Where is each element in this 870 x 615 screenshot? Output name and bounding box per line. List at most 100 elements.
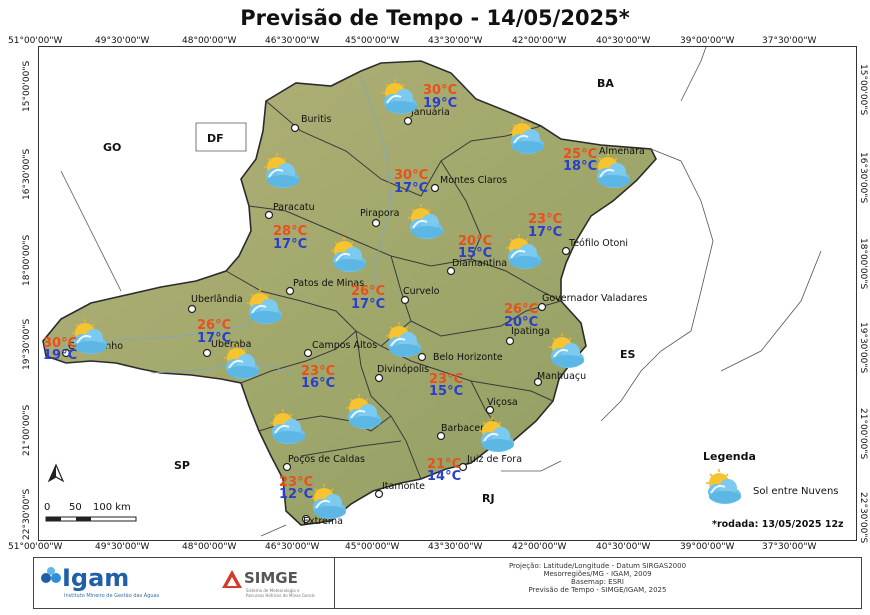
temp-max: 28°C (273, 224, 307, 239)
scale-label: 100 km (93, 502, 131, 513)
temp-min: 17°C (197, 331, 231, 346)
lat-tick-left: 22°30'00"S (22, 488, 32, 540)
credits: Projeção: Latitude/Longitude - Datum SIR… (334, 558, 861, 608)
legend-item-label: Sol entre Nuvens (753, 486, 839, 497)
city-marker-barbacena (436, 431, 446, 441)
temp-min: 12°C (279, 487, 313, 502)
city-markers (61, 116, 571, 524)
city-label: Uberaba (211, 339, 251, 350)
igam-logo-text: Igam (62, 564, 130, 592)
city-marker-itamonte (374, 489, 384, 499)
simge-logo-subtitle: Sistema de Meteorologia e Recursos Hídri… (246, 588, 315, 598)
state-minas-gerais (42, 60, 657, 526)
lat-tick-left: 15°00'00"S (22, 60, 32, 112)
lat-tick-left: 21°00'00"S (22, 404, 32, 456)
legend: Legenda Sol entre Nuvens (703, 450, 839, 505)
city-marker-montes-claros (430, 183, 440, 193)
city-label: Itamonte (382, 481, 425, 492)
city-marker-governador-valadares (537, 302, 547, 312)
city-marker-pocos-de-caldas (282, 462, 292, 472)
city-label: Viçosa (487, 397, 518, 408)
city-label: Poços de Caldas (288, 454, 365, 465)
city-marker-curvelo (400, 295, 410, 305)
lon-tick-top: 39°00'00"W (680, 36, 735, 46)
scale-label: 0 (44, 502, 50, 513)
city-label: Belo Horizonte (433, 352, 503, 363)
lat-tick-left: 16°30'00"S (22, 148, 32, 200)
temp-min: 18°C (563, 159, 597, 174)
city-marker-uberaba (202, 348, 212, 358)
state-label-sp: SP (174, 459, 190, 472)
city-label: Curvelo (403, 286, 440, 297)
temp-min: 16°C (301, 376, 335, 391)
lat-tick-right: 15°00'00"S (858, 64, 868, 116)
city-label: Montes Claros (440, 175, 507, 186)
lat-tick-right: 18°00'00"S (858, 238, 868, 290)
city-marker-uberlandia (187, 304, 197, 314)
neighbour-borders (60, 47, 822, 537)
city-marker-patos-de-minas (285, 286, 295, 296)
lon-tick-top: 40°30'00"W (596, 36, 651, 46)
lat-tick-right: 16°30'00"S (858, 152, 868, 204)
temp-max: 26°C (197, 318, 231, 333)
lon-tick-top: 51°00'00"W (8, 36, 63, 46)
map-canvas: Buritis Januária Almenara Montes Claros … (39, 47, 856, 540)
temp-min: 14°C (427, 469, 461, 484)
scale-bar: 0 50 100 km (44, 502, 137, 522)
city-marker-januaria (403, 116, 413, 126)
lon-tick-bottom: 40°30'00"W (596, 542, 651, 552)
city-label: Ipatinga (511, 326, 550, 337)
city-marker-diamantina (446, 266, 456, 276)
map-title: Previsão de Tempo - 14/05/2025* (240, 6, 630, 30)
state-label-ba: BA (597, 77, 614, 90)
temp-max: 25°C (563, 147, 597, 162)
city-label: Januária (410, 107, 450, 118)
lon-tick-bottom: 39°00'00"W (680, 542, 735, 552)
temp-min: 17°C (394, 181, 428, 196)
rodada-label: *rodada: 13/05/2025 12z (712, 519, 844, 530)
lon-tick-top: 46°30'00"W (265, 36, 320, 46)
lat-tick-left: 18°00'00"S (22, 234, 32, 286)
lon-tick-top: 48°00'00"W (182, 36, 237, 46)
lon-tick-bottom: 48°00'00"W (182, 542, 237, 552)
legend-title: Legenda (703, 450, 756, 463)
north-arrow-icon (47, 463, 65, 483)
state-label-rj: RJ (482, 492, 495, 505)
lon-tick-bottom: 43°30'00"W (428, 542, 483, 552)
city-marker-carneirinho (61, 348, 71, 358)
temp-min: 19°C (423, 96, 457, 111)
city-marker-pirapora (371, 218, 381, 228)
credit-line: Projeção: Latitude/Longitude - Datum SIR… (508, 562, 687, 570)
logo-box: Igam Instituto Mineiro de Gestão das Águ… (34, 558, 335, 608)
credit-line: Previsão de Tempo - SIMGE/IGAM, 2025 (528, 586, 667, 594)
city-label: Divinópolis (377, 364, 429, 375)
city-label: Almenara (599, 146, 645, 157)
city-marker-campos-altos (303, 348, 313, 358)
lon-tick-top: 42°00'00"W (512, 36, 567, 46)
city-label: Paracatu (273, 202, 315, 213)
state-labels: BA GO DF ES SP RJ (103, 77, 636, 505)
city-marker-ipatinga (505, 336, 515, 346)
city-label: Juiz de Fora (466, 454, 522, 465)
city-marker-manhuacu (533, 377, 543, 387)
temp-max: 30°C (43, 336, 77, 351)
temp-max: 26°C (504, 302, 538, 317)
city-marker-belo-horizonte (417, 352, 427, 362)
city-label: Pirapora (360, 208, 399, 219)
city-marker-divinopolis (374, 373, 384, 383)
temp-max: 23°C (279, 475, 313, 490)
city-label: Patos de Minas (293, 278, 364, 289)
city-label: Campos Altos (312, 340, 377, 351)
state-label-es: ES (620, 348, 636, 361)
temp-min: 15°C (458, 246, 492, 261)
lon-tick-top: 49°30'00"W (95, 36, 150, 46)
simge-logo-text: SIMGE (244, 569, 298, 587)
city-marker-buritis (290, 123, 300, 133)
temp-max: 20°C (458, 234, 492, 249)
lon-tick-bottom: 51°00'00"W (8, 542, 63, 552)
lon-tick-top: 43°30'00"W (428, 36, 483, 46)
lat-tick-right: 19°30'00"S (858, 322, 868, 374)
temp-min: 20°C (504, 315, 538, 330)
credit-line: Basemap: ESRI (571, 578, 624, 586)
footer: Igam Instituto Mineiro de Gestão das Águ… (33, 557, 862, 609)
